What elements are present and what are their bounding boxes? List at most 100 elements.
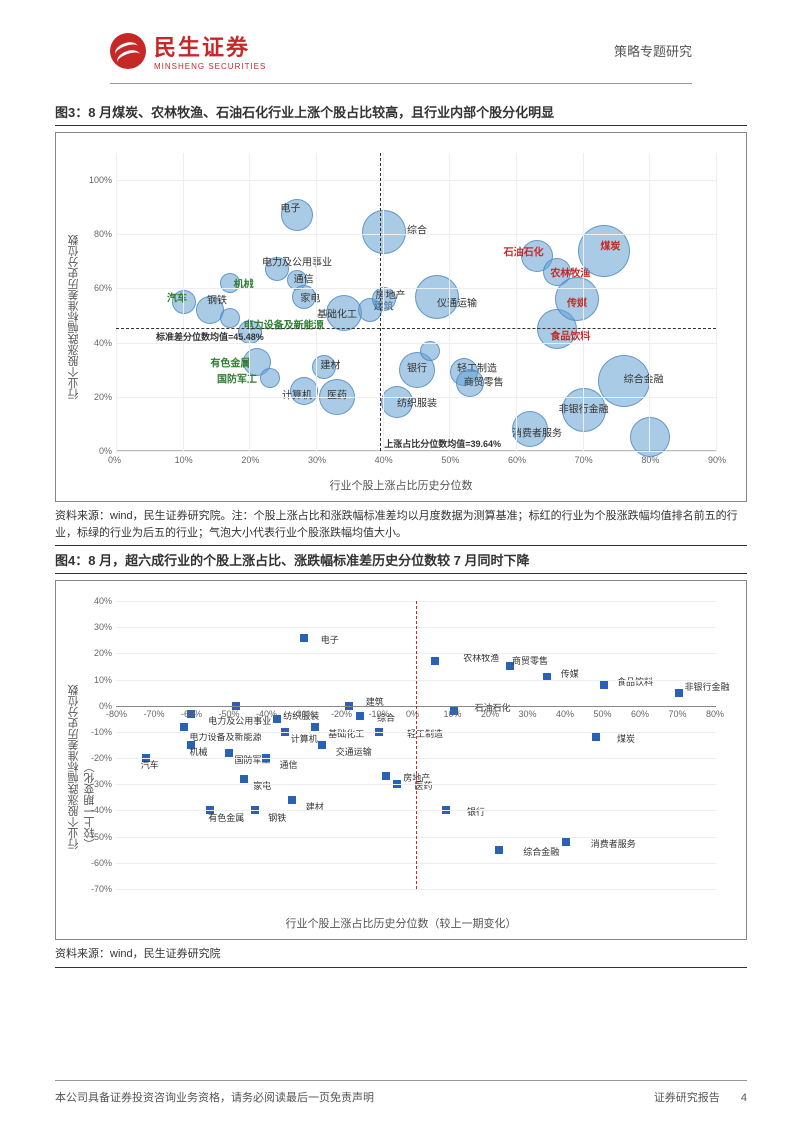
- scatter-label: 医药: [415, 779, 433, 792]
- bubble: [420, 341, 440, 361]
- page-header: 民生证券 MINSHENG SECURITIES 策略专题研究: [110, 0, 692, 84]
- y-tick: 40%: [94, 338, 112, 348]
- logo-icon: [110, 33, 146, 69]
- bubble-label: 有色金属: [210, 354, 250, 369]
- scatter-label: 交通运输: [336, 745, 372, 758]
- bubble-label: 钢铁: [207, 292, 227, 307]
- fig3-x-label: 行业个股上涨占比历史分位数: [56, 477, 746, 493]
- bubble-label: 传媒: [567, 295, 587, 310]
- x-tick: 80%: [706, 709, 724, 719]
- x-tick: 10%: [444, 709, 462, 719]
- y-tick: -10%: [91, 727, 112, 737]
- fig4-chart: 行业个股涨跌幅标准差历史分位数（较上一期变化） 汽车电力设备及新能源电力及公用事…: [55, 580, 747, 940]
- scatter-point: [592, 733, 600, 741]
- scatter-point: [311, 723, 319, 731]
- x-tick: 0%: [108, 455, 121, 465]
- scatter-label: 非银行金融: [685, 680, 730, 693]
- x-tick: -40%: [256, 709, 277, 719]
- scatter-label: 电子: [321, 633, 339, 646]
- y-tick: -30%: [91, 779, 112, 789]
- scatter-point: [431, 657, 439, 665]
- scatter-point: [300, 634, 308, 642]
- bubble-label: 电力及公用事业: [262, 254, 332, 269]
- x-tick: -20%: [331, 709, 352, 719]
- scatter-point: [240, 775, 248, 783]
- scatter-point: [675, 689, 683, 697]
- bubble-label: 石油石化: [504, 243, 544, 258]
- x-tick: 60%: [631, 709, 649, 719]
- scatter-label: 有色金属: [208, 811, 244, 824]
- bubble-label: 综合金融: [624, 370, 664, 385]
- x-tick: 80%: [641, 455, 659, 465]
- bubble-label: 煤炭: [600, 238, 620, 253]
- x-tick: 20%: [481, 709, 499, 719]
- bubble-label: 国防军工: [217, 370, 257, 385]
- scatter-label: 机械: [190, 745, 208, 758]
- bubble-label: 消费者服务: [512, 425, 562, 440]
- y-tick: 80%: [94, 229, 112, 239]
- scatter-label: 家电: [253, 779, 271, 792]
- scatter-label: 轻工制造: [407, 727, 443, 740]
- y-tick: 20%: [94, 648, 112, 658]
- scatter-label: 钢铁: [268, 811, 286, 824]
- x-tick: 60%: [508, 455, 526, 465]
- fig4-source: 资料来源：wind，民生证券研究院: [55, 946, 747, 968]
- x-tick: -50%: [219, 709, 240, 719]
- bubble-label: 汽车: [167, 289, 187, 304]
- doc-type: 策略专题研究: [614, 41, 692, 60]
- bubble-label: 计算机: [282, 387, 312, 402]
- x-tick: 70%: [575, 455, 593, 465]
- fig4-x-label: 行业个股上涨占比历史分位数（较上一期变化）: [56, 915, 746, 931]
- scatter-point: [600, 681, 608, 689]
- scatter-point: [288, 796, 296, 804]
- x-tick: 20%: [241, 455, 259, 465]
- x-tick: -30%: [294, 709, 315, 719]
- x-tick: 50%: [441, 455, 459, 465]
- bubble: [220, 308, 240, 328]
- bubble-label: 通信: [294, 270, 314, 285]
- bubble-label: 家电: [300, 289, 320, 304]
- bubble-label: 建材: [320, 357, 340, 372]
- y-tick: 30%: [94, 622, 112, 632]
- x-tick: 30%: [519, 709, 537, 719]
- x-tick: 10%: [175, 455, 193, 465]
- scatter-label: 商贸零售: [512, 654, 548, 667]
- scatter-point: [356, 712, 364, 720]
- scatter-label: 煤炭: [617, 732, 635, 745]
- fig3-chart: 行业个股涨跌幅标准差历史分位数 汽车钢铁机械电力设备及新能源有色金属国防军工电力…: [55, 132, 747, 502]
- x-tick: 70%: [669, 709, 687, 719]
- brand-cn: 民生证券: [154, 30, 266, 62]
- bubble: [362, 210, 406, 254]
- bubble-label: 仪通运输: [437, 295, 477, 310]
- y-tick: -60%: [91, 858, 112, 868]
- y-tick: -70%: [91, 884, 112, 894]
- y-tick: 100%: [89, 175, 112, 185]
- scatter-point: [495, 846, 503, 854]
- scatter-point: [180, 723, 188, 731]
- bubble-label: 电子: [280, 200, 300, 215]
- y-tick: 20%: [94, 392, 112, 402]
- y-tick: 60%: [94, 283, 112, 293]
- footer-left: 本公司具备证券投资咨询业务资格，请务必阅读最后一页免责声明: [55, 1089, 374, 1105]
- scatter-label: 汽车: [141, 758, 159, 771]
- x-tick: -80%: [106, 709, 127, 719]
- scatter-point: [225, 749, 233, 757]
- x-tick: 50%: [594, 709, 612, 719]
- y-tick: 40%: [94, 596, 112, 606]
- bubble-label: 银行: [407, 360, 427, 375]
- x-tick: 30%: [308, 455, 326, 465]
- fig3-source: 资料来源：wind，民生证券研究院。注：个股上涨占比和涨跌幅标准差均以月度数据为…: [55, 508, 747, 546]
- scatter-label: 银行: [467, 805, 485, 818]
- x-tick: 0%: [406, 709, 419, 719]
- scatter-label: 基础化工: [328, 727, 364, 740]
- fig3-title: 图3：8 月煤炭、农林牧渔、石油石化行业上涨个股占比较高，且行业内部个股分化明显: [55, 102, 747, 126]
- x-tick: -70%: [144, 709, 165, 719]
- fig3-y-label: 行业个股涨跌幅标准差历史分位数: [66, 235, 82, 400]
- x-tick: 40%: [556, 709, 574, 719]
- y-tick: 10%: [94, 675, 112, 685]
- scatter-point: [382, 772, 390, 780]
- scatter-label: 综合金融: [523, 845, 559, 858]
- scatter-label: 消费者服务: [591, 837, 636, 850]
- bubble: [260, 368, 280, 388]
- bubble-label: 商贸零售: [464, 373, 504, 388]
